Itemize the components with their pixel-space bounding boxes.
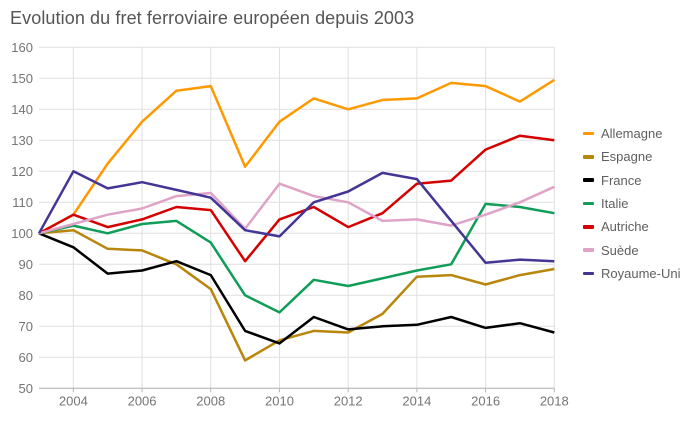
y-tick-label: 130 [11, 133, 33, 148]
series-line-espagne [38, 228, 555, 362]
y-tick-label: 50 [19, 381, 33, 396]
y-tick-label: 70 [19, 319, 33, 334]
y-tick-label: 120 [11, 164, 33, 179]
legend-item-france: France [583, 169, 680, 192]
legend-label-royaume-uni: Royaume-Uni [601, 265, 681, 281]
y-tick-label: 60 [19, 350, 33, 365]
series-line-france [38, 232, 555, 345]
legend-swatch-autriche [583, 225, 594, 229]
legend-item-royaume-uni: Royaume-Uni [583, 262, 680, 285]
y-tick-label: 110 [12, 195, 33, 210]
legend-swatch-royaume-uni [583, 271, 594, 276]
series-line-royaume-uni [37, 170, 555, 265]
chart-legend: Allemagne Espagne France Italie Autriche Suèd… [583, 122, 680, 285]
x-tick-label: 2016 [471, 393, 500, 408]
series-line-allemagne [38, 78, 555, 235]
legend-swatch-espagne [583, 155, 594, 159]
y-tick-label: 90 [19, 257, 33, 272]
legend-label-allemagne: Allemagne [601, 126, 663, 142]
series-line-italie [38, 202, 555, 314]
x-tick-label: 2004 [59, 393, 88, 408]
legend-item-espagne: Espagne [583, 145, 680, 168]
legend-item-allemagne: Allemagne [583, 122, 680, 145]
legend-label-italie: Italie [601, 196, 629, 212]
x-tick-label: 2008 [196, 393, 225, 408]
y-tick-label: 160 [11, 40, 33, 55]
y-tick-label: 150 [11, 71, 33, 86]
x-tick-label: 2010 [265, 393, 294, 408]
legend-item-italie: Italie [583, 192, 680, 215]
legend-swatch-allemagne [583, 131, 594, 136]
y-tick-label: 140 [11, 102, 33, 117]
legend-label-autriche: Autriche [601, 219, 649, 235]
x-tick-label: 2006 [128, 393, 157, 408]
series-line-autriche [38, 134, 555, 263]
legend-swatch-france [583, 178, 594, 182]
series-line-suede [38, 182, 555, 235]
legend-label-suede: Suède [601, 242, 639, 258]
x-tick-label: 2014 [402, 393, 431, 408]
legend-swatch-suede [583, 248, 594, 252]
legend-item-suede: Suède [583, 238, 680, 261]
legend-label-france: France [601, 172, 642, 188]
legend-swatch-italie [583, 201, 594, 206]
legend-label-espagne: Espagne [601, 149, 653, 165]
y-tick-label: 100 [11, 226, 33, 241]
x-tick-label: 2018 [540, 393, 569, 408]
legend-item-autriche: Autriche [583, 215, 680, 238]
y-tick-label: 80 [19, 288, 33, 303]
chart-title: Evolution du fret ferroviaire européen d… [10, 8, 415, 28]
x-tick-label: 2012 [334, 393, 363, 408]
